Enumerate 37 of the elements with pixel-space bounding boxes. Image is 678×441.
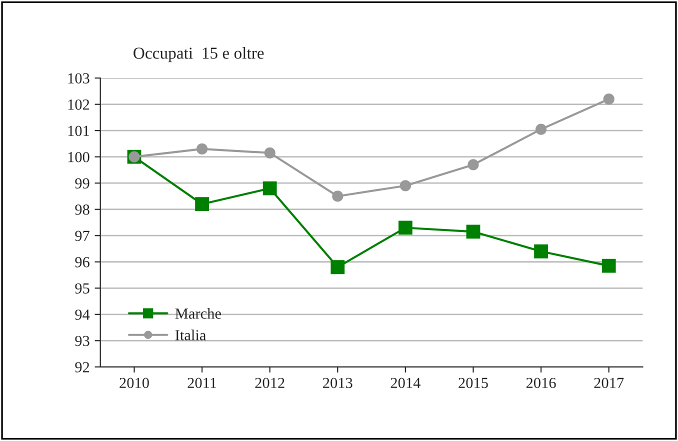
point <box>534 244 548 258</box>
y-tick-label: 95 <box>75 283 90 294</box>
point <box>330 260 345 274</box>
y-tick-label: 101 <box>68 126 90 136</box>
y-tick-label: 97 <box>75 230 90 242</box>
legend-label: Italia <box>175 330 206 340</box>
x-tick-label: 2015 <box>458 378 488 388</box>
x-tick-label: 2013 <box>323 378 352 388</box>
x-tick-label: 2014 <box>390 378 420 388</box>
x-tick-label: 2016 <box>526 378 556 388</box>
y-tick-label: 94 <box>75 310 90 320</box>
point <box>264 147 276 158</box>
x-tick-label: 2012 <box>255 378 284 388</box>
x-tick-label: 2017 <box>594 378 624 388</box>
point <box>398 220 412 235</box>
y-tick-label: 102 <box>68 99 90 110</box>
y-tick-label: 103 <box>68 73 90 84</box>
y-tick-label: 92 <box>75 362 90 372</box>
point <box>332 190 344 202</box>
legend-label: Marche <box>175 308 221 319</box>
y-tick-label: 100 <box>68 152 90 162</box>
x-tick-label: 2011 <box>188 378 216 388</box>
x-tick-label: 2010 <box>120 378 149 388</box>
point <box>196 143 208 155</box>
point <box>262 181 277 196</box>
y-tick-label: 98 <box>75 204 90 215</box>
y-tick-label: 96 <box>75 257 90 268</box>
point <box>466 224 480 239</box>
point <box>535 124 547 135</box>
point <box>602 258 616 273</box>
y-tick-label: 99 <box>75 178 90 189</box>
point <box>603 94 614 105</box>
point <box>468 159 479 170</box>
chart-title: Occupati 15 e oltre <box>134 47 264 62</box>
y-tick-label: 93 <box>75 336 90 346</box>
point <box>195 197 209 212</box>
point <box>400 180 411 192</box>
